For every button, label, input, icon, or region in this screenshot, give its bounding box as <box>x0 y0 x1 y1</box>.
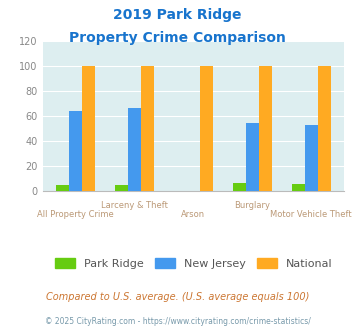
Bar <box>128 108 141 191</box>
Text: 2019 Park Ridge: 2019 Park Ridge <box>113 8 242 22</box>
Text: © 2025 CityRating.com - https://www.cityrating.com/crime-statistics/: © 2025 CityRating.com - https://www.city… <box>45 317 310 326</box>
Text: Property Crime Comparison: Property Crime Comparison <box>69 31 286 45</box>
Bar <box>246 122 259 191</box>
Bar <box>115 185 128 191</box>
Bar <box>259 66 272 191</box>
Text: Arson: Arson <box>181 210 206 219</box>
Bar <box>305 125 318 191</box>
Text: Motor Vehicle Theft: Motor Vehicle Theft <box>271 210 352 219</box>
Text: All Property Crime: All Property Crime <box>37 210 114 219</box>
Bar <box>233 182 246 191</box>
Bar <box>292 184 305 191</box>
Bar <box>56 185 69 191</box>
Bar <box>200 66 213 191</box>
Bar <box>82 66 95 191</box>
Text: Larceny & Theft: Larceny & Theft <box>101 201 168 211</box>
Bar <box>69 111 82 191</box>
Legend: Park Ridge, New Jersey, National: Park Ridge, New Jersey, National <box>50 254 337 274</box>
Bar <box>141 66 154 191</box>
Text: Burglary: Burglary <box>234 201 271 211</box>
Text: Compared to U.S. average. (U.S. average equals 100): Compared to U.S. average. (U.S. average … <box>46 292 309 302</box>
Bar <box>318 66 331 191</box>
